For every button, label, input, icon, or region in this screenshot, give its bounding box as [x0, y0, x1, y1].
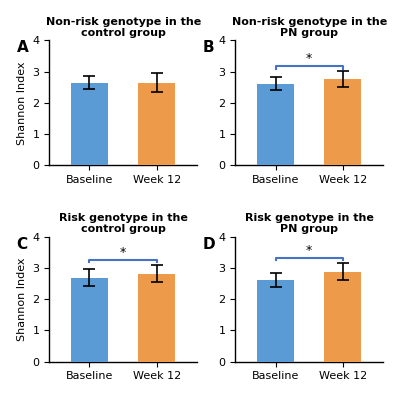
- Text: C: C: [16, 237, 28, 252]
- Text: *: *: [306, 53, 312, 65]
- Y-axis label: Shannon Index: Shannon Index: [17, 258, 27, 341]
- Title: Non-risk genotype in the
control group: Non-risk genotype in the control group: [46, 17, 201, 38]
- Bar: [257, 84, 294, 166]
- Bar: [71, 83, 108, 166]
- Text: *: *: [120, 246, 126, 259]
- Text: D: D: [202, 237, 215, 252]
- Title: Risk genotype in the
control group: Risk genotype in the control group: [59, 213, 188, 234]
- Bar: [138, 83, 175, 166]
- Bar: [324, 272, 362, 362]
- Bar: [324, 79, 362, 166]
- Text: A: A: [16, 41, 28, 55]
- Y-axis label: Shannon Index: Shannon Index: [17, 61, 27, 144]
- Text: *: *: [306, 244, 312, 257]
- Title: Non-risk genotype in the
PN group: Non-risk genotype in the PN group: [232, 17, 387, 38]
- Title: Risk genotype in the
PN group: Risk genotype in the PN group: [245, 213, 374, 234]
- Bar: [257, 280, 294, 362]
- Bar: [71, 278, 108, 362]
- Text: B: B: [202, 41, 214, 55]
- Bar: [138, 273, 175, 362]
